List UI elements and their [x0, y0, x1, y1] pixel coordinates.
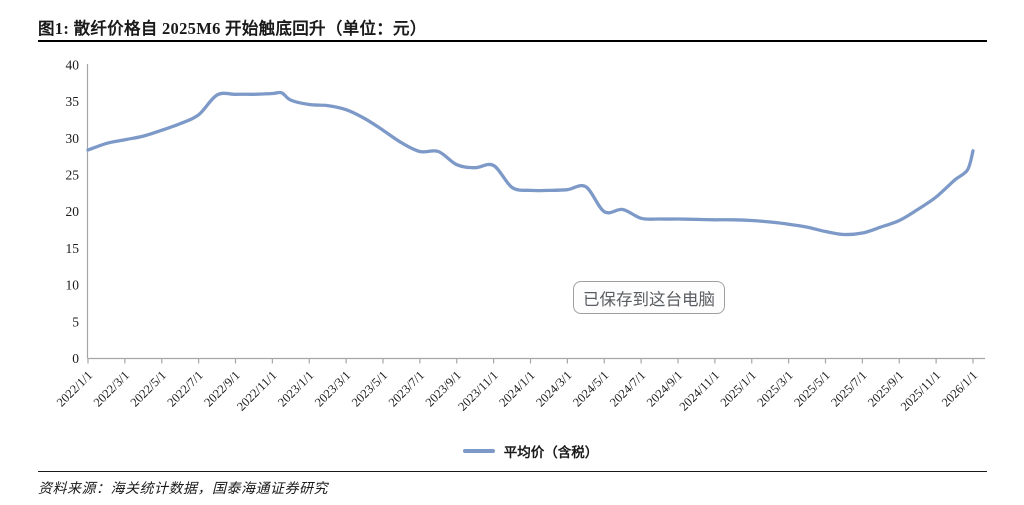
y-axis-tick-label: 15 — [66, 241, 80, 256]
footer-divider — [38, 471, 987, 473]
x-axis-tick-label: 2022/5/1 — [128, 368, 169, 409]
x-axis-tick-label: 2024/3/1 — [533, 368, 574, 409]
legend-line-swatch — [462, 449, 495, 453]
x-axis-tick-label: 2024/7/1 — [607, 368, 648, 409]
x-axis-tick-label: 2023/11/1 — [455, 368, 500, 413]
x-axis-tick-label: 2024/1/1 — [496, 368, 537, 409]
saved-toast-text: 已保存到这台电脑 — [583, 290, 715, 309]
x-axis-tick-label: 2023/1/1 — [275, 368, 316, 409]
legend-label: 平均价（含税） — [503, 445, 599, 460]
x-axis-tick-label: 2022/11/1 — [234, 368, 279, 413]
y-axis-tick-label: 20 — [66, 204, 80, 219]
x-axis-tick-label: 2024/11/1 — [677, 368, 722, 413]
x-axis-tick-label: 2026/1/1 — [939, 368, 980, 409]
source-note: 资料来源：海关统计数据，国泰海通证券研究 — [38, 482, 328, 497]
y-axis-tick-label: 30 — [66, 131, 80, 146]
figure-title: 图1: 散纤价格自 2025M6 开始触底回升（单位：元） — [38, 19, 427, 38]
x-axis-tick-label: 2023/3/1 — [312, 368, 353, 409]
y-axis-tick-label: 10 — [66, 278, 80, 293]
price-line-series — [86, 90, 975, 237]
x-axis-tick-label: 2022/7/1 — [164, 368, 205, 409]
x-axis-tick-label: 2025/1/1 — [718, 368, 759, 409]
y-axis-tick-label: 25 — [66, 168, 80, 183]
y-axis-tick-label: 0 — [72, 351, 79, 366]
chart-legend: 平均价（含税） — [88, 441, 973, 461]
x-axis-tick-label: 2024/5/1 — [570, 368, 611, 409]
x-axis-tick-label: 2025/5/1 — [791, 368, 832, 409]
title-divider — [38, 40, 987, 42]
y-axis-tick-label: 40 — [66, 57, 80, 72]
y-axis-tick-label: 35 — [66, 94, 80, 109]
x-axis-tick-label: 2023/5/1 — [349, 368, 390, 409]
x-axis-tick-label: 2025/11/1 — [898, 368, 943, 413]
x-axis-tick-label: 2022/1/1 — [54, 368, 95, 409]
x-axis-tick-label: 2023/7/1 — [386, 368, 427, 409]
x-axis-tick-label: 2025/3/1 — [754, 368, 795, 409]
y-axis-tick-label: 5 — [72, 314, 79, 329]
x-axis-tick-label: 2025/7/1 — [828, 368, 869, 409]
x-axis-tick-label: 2022/3/1 — [91, 368, 132, 409]
saved-toast: 已保存到这台电脑 — [573, 281, 725, 314]
